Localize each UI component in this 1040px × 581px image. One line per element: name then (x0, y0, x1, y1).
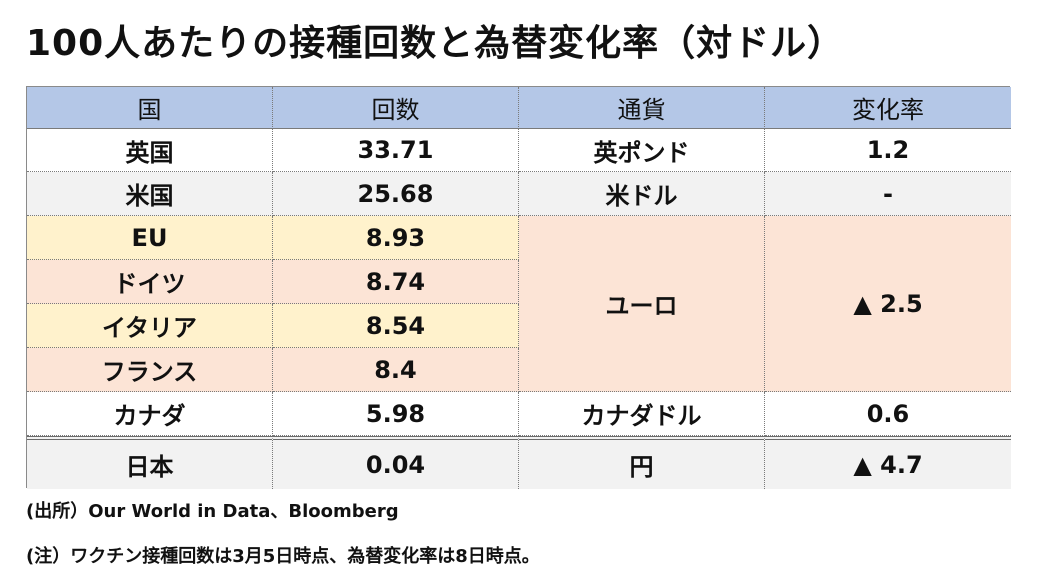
count-cell: 8.4 (273, 348, 519, 392)
currency-cell: 英ポンド (519, 129, 765, 172)
change-cell: - (765, 172, 1011, 216)
country-cell: 米国 (27, 172, 273, 216)
euro-currency-cell: ユーロ (519, 216, 765, 392)
count-cell: 8.74 (273, 260, 519, 304)
source-note: (出所）Our World in Data、Bloomberg (26, 501, 399, 522)
count-cell: 8.54 (273, 304, 519, 348)
header-count: 回数 (273, 87, 519, 129)
country-cell: 英国 (27, 129, 273, 172)
vaccination-fx-table: 国 回数 通貨 変化率 英国 33.71 英ポンド 1.2 米国 25.68 米… (26, 86, 1011, 489)
count-cell: 33.71 (273, 129, 519, 172)
page-title: 100人あたりの接種回数と為替変化率（対ドル） (26, 23, 845, 64)
country-cell: イタリア (27, 304, 273, 348)
currency-cell: カナダドル (519, 392, 765, 436)
footnote: (注）ワクチン接種回数は3月5日時点、為替変化率は8日時点。 (26, 546, 540, 567)
currency-cell: 円 (519, 436, 765, 489)
count-cell: 25.68 (273, 172, 519, 216)
count-cell: 0.04 (273, 436, 519, 489)
country-cell: 日本 (27, 436, 273, 489)
change-cell: 1.2 (765, 129, 1011, 172)
count-cell: 5.98 (273, 392, 519, 436)
euro-change-cell: ▲ 2.5 (765, 216, 1011, 392)
count-cell: 8.93 (273, 216, 519, 260)
country-cell: ドイツ (27, 260, 273, 304)
country-cell: EU (27, 216, 273, 260)
header-change: 変化率 (765, 87, 1011, 129)
header-country: 国 (27, 87, 273, 129)
header-currency: 通貨 (519, 87, 765, 129)
currency-cell: 米ドル (519, 172, 765, 216)
change-cell: ▲ 4.7 (765, 436, 1011, 489)
country-cell: フランス (27, 348, 273, 392)
country-cell: カナダ (27, 392, 273, 436)
change-cell: 0.6 (765, 392, 1011, 436)
